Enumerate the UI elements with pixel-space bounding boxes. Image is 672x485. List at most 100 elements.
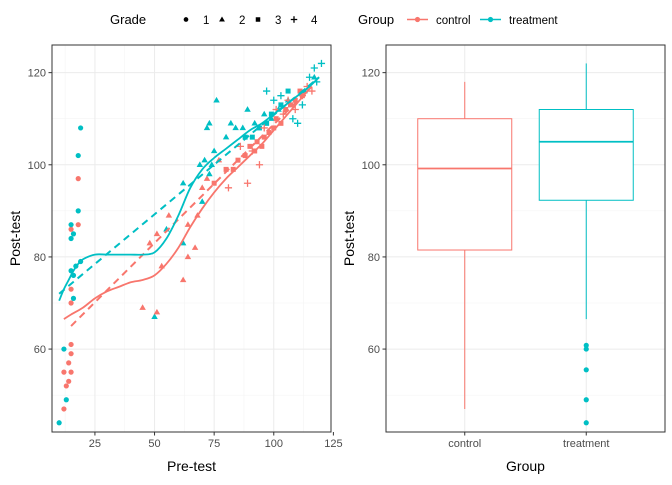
loess-fit-control xyxy=(63,88,311,320)
scatter-point xyxy=(308,87,316,95)
scatter-x-tick-label: 25 xyxy=(89,438,101,450)
scatter-point xyxy=(184,221,192,227)
legend-grade-4-label: 4 xyxy=(311,15,318,27)
scatter-point xyxy=(153,308,161,315)
scatter-point xyxy=(146,239,153,246)
scatter-point xyxy=(63,397,69,403)
legend-grade-2-key xyxy=(219,16,225,22)
legend-grade-3-key xyxy=(255,17,261,22)
scatter-point xyxy=(68,351,74,357)
scatter-point xyxy=(243,179,252,187)
scatter-point xyxy=(261,134,267,140)
loess-fit-treatment xyxy=(58,76,320,302)
box-treatment-outlier xyxy=(583,397,589,403)
scatter-point xyxy=(230,166,236,172)
scatter-point xyxy=(179,179,187,186)
scatter-point xyxy=(255,161,264,169)
scatter-point xyxy=(68,226,74,232)
scatter-point xyxy=(206,119,213,126)
scatter-point xyxy=(210,147,218,154)
scatter-point xyxy=(165,212,173,218)
scatter-point xyxy=(68,369,74,375)
scatter-point xyxy=(68,286,74,292)
scatter-panel-border xyxy=(51,44,332,433)
scatter-y-tick-label: 120 xyxy=(28,68,46,80)
scatter-point xyxy=(70,295,77,301)
box-treatment-outlier xyxy=(583,367,589,373)
scatter-point xyxy=(235,157,241,163)
scatter-point xyxy=(277,92,285,100)
boxplot-axes: control treatment 60 80 100 120 xyxy=(362,68,610,450)
scatter-point xyxy=(317,59,326,68)
scatter-point xyxy=(191,244,199,250)
boxplot-x-tick-label-control: control xyxy=(448,438,481,450)
scatter-point xyxy=(273,116,279,122)
scatter-point xyxy=(285,88,291,94)
scatter-point xyxy=(278,120,284,126)
legend-grade-3-label: 3 xyxy=(275,15,281,27)
scatter-point xyxy=(294,119,302,127)
scatter-point xyxy=(63,383,69,389)
scatter-x-tick-label: 125 xyxy=(324,438,342,450)
box-treatment-iqr xyxy=(538,109,634,201)
scatter-point xyxy=(199,198,206,204)
scatter-y-tick-label: 100 xyxy=(28,160,46,172)
legend-control-label: control xyxy=(436,15,471,27)
scatter-point xyxy=(223,166,229,172)
scatter-smooth-lines xyxy=(58,76,320,327)
scatter-point xyxy=(211,180,217,186)
scatter-point xyxy=(271,125,277,131)
scatter-point xyxy=(201,156,208,163)
scatter-point xyxy=(75,208,81,214)
scatter-axes: 25 50 75 100 125 60 80 100 120 xyxy=(28,68,343,450)
scatter-point xyxy=(264,120,270,126)
scatter-point xyxy=(213,96,220,103)
scatter-point xyxy=(239,124,246,131)
scatter-point xyxy=(244,106,251,112)
scatter-point xyxy=(206,170,213,177)
scatter-point xyxy=(287,102,293,108)
scatter-point xyxy=(292,97,298,103)
legend: Grade 1 2 3 4 Group control treatment xyxy=(110,12,558,27)
legend-control-key xyxy=(414,16,421,23)
scatter-point xyxy=(251,119,258,126)
scatter-point xyxy=(310,64,318,72)
scatter-point xyxy=(139,304,146,310)
legend-grade-1-key xyxy=(183,17,189,22)
scatter-point xyxy=(289,115,297,123)
scatter-point xyxy=(268,115,275,121)
box-treatment-outlier xyxy=(583,420,589,426)
scatter-point xyxy=(179,276,187,283)
scatter-point xyxy=(199,184,206,191)
scatter-point xyxy=(66,360,72,366)
scatter-point xyxy=(75,176,81,182)
legend-group-items: control treatment xyxy=(407,15,558,27)
scatter-point xyxy=(184,253,192,260)
boxplot-x-axis-title: Group xyxy=(506,458,545,474)
scatter-point xyxy=(208,161,215,167)
boxplot-x-tick-label-treatment: treatment xyxy=(563,438,609,450)
scatter-point xyxy=(298,101,306,109)
scatter-point xyxy=(261,110,268,117)
scatter-y-tick-label: 60 xyxy=(34,344,46,356)
scatter-point xyxy=(232,124,239,131)
legend-grade-2-label: 2 xyxy=(239,15,245,27)
box-control-iqr xyxy=(417,118,513,251)
legend-grade-1-label: 1 xyxy=(203,15,209,27)
legend-grade-4-key xyxy=(290,16,298,23)
scatter-x-axis-title: Pre-test xyxy=(167,458,216,474)
boxplot-y-axis-title: Post-test xyxy=(341,211,357,266)
legend-treatment-key xyxy=(487,16,494,23)
scatter-point xyxy=(68,300,74,306)
scatter-x-tick-label: 50 xyxy=(148,438,160,450)
linear-fit-control xyxy=(70,85,313,327)
scatter-point xyxy=(75,152,81,159)
box-treatment-outlier xyxy=(583,342,589,348)
scatter-point xyxy=(242,134,248,140)
scatter-point xyxy=(196,161,204,167)
legend-grade-title: Grade xyxy=(110,12,146,27)
scatter-point xyxy=(242,153,248,159)
